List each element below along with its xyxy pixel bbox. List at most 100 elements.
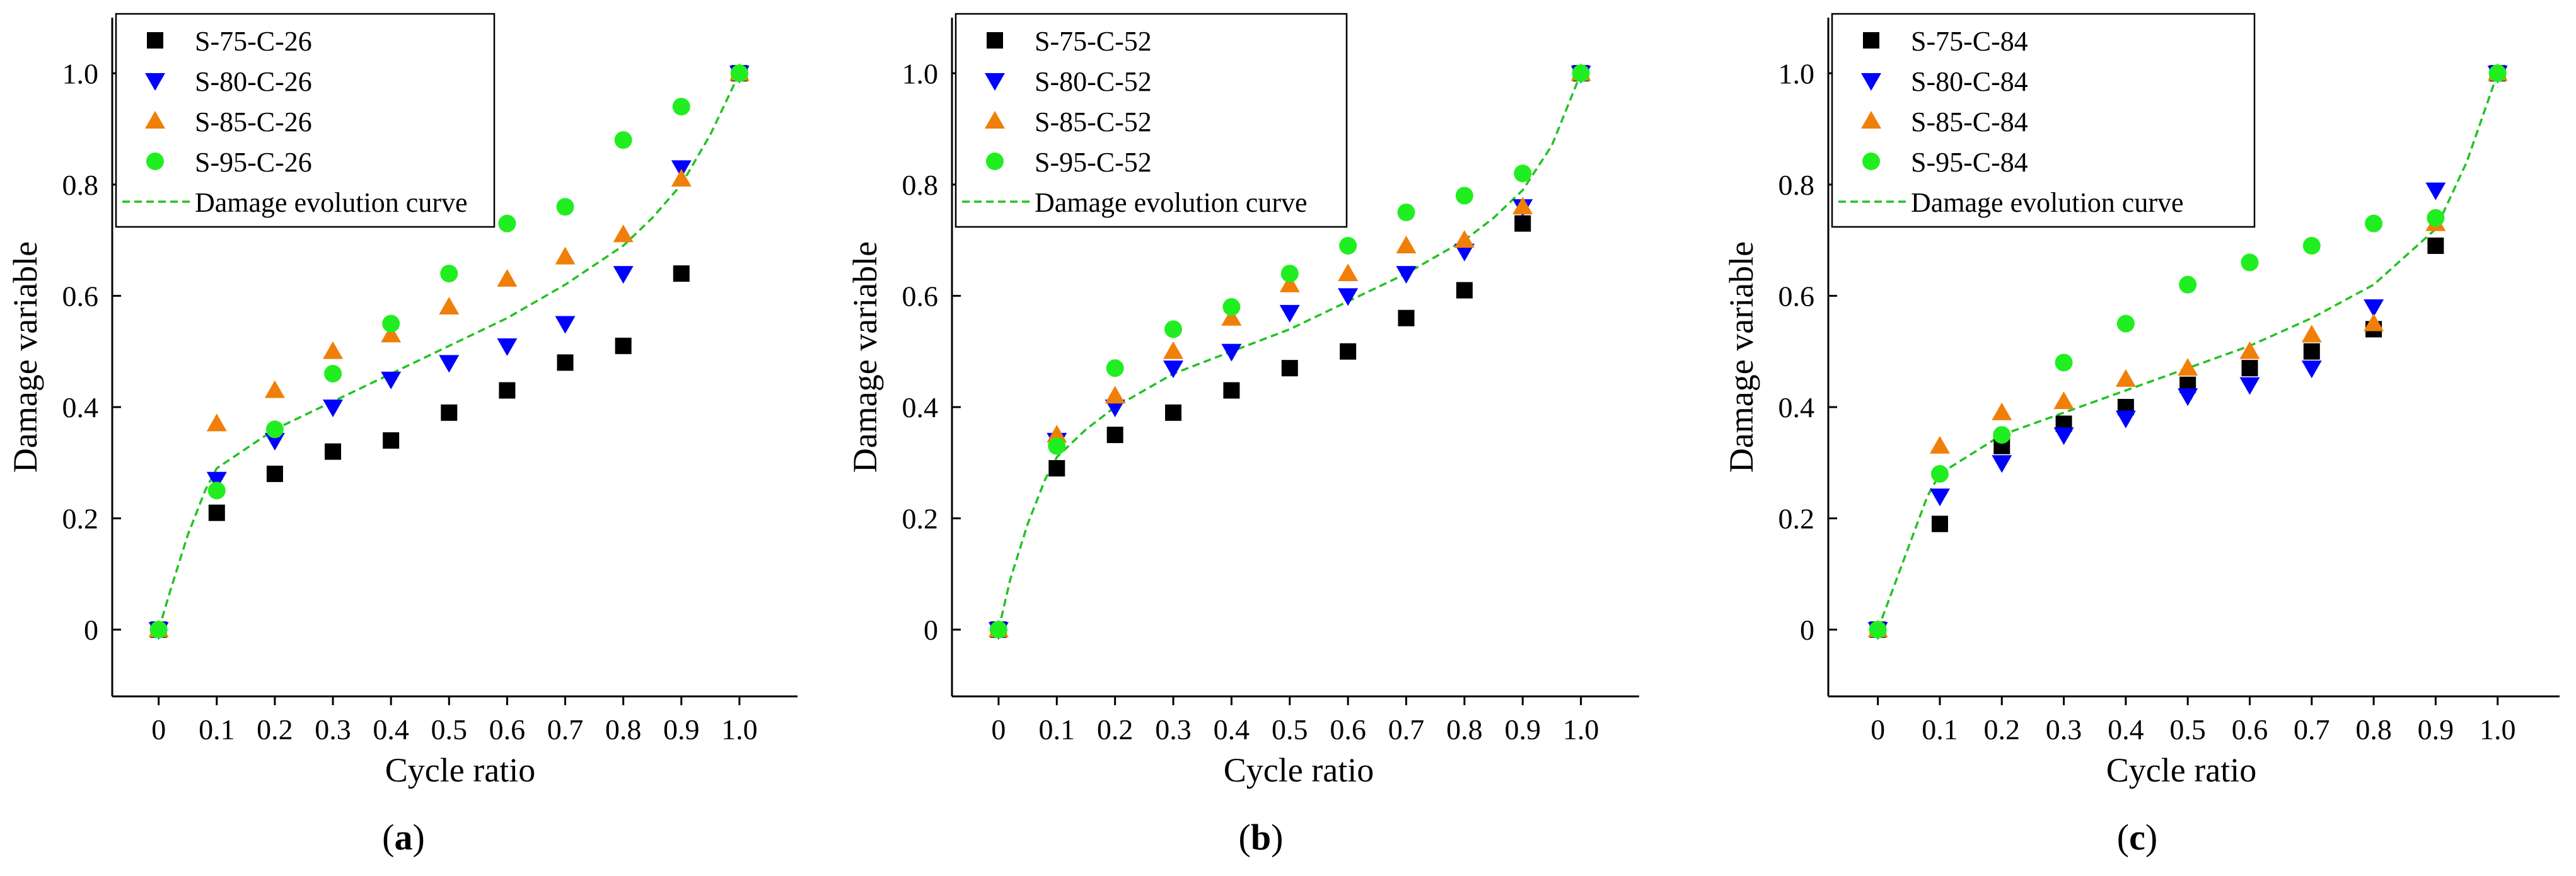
data-point [439, 297, 460, 315]
data-point [1338, 288, 1359, 306]
data-point [672, 98, 690, 116]
data-point [613, 266, 634, 284]
data-point [1163, 360, 1184, 379]
y-tick-label: 0.6 [902, 280, 939, 312]
x-axis-title: Cycle ratio [1224, 751, 1374, 789]
x-tick-label: 1.0 [2480, 713, 2516, 746]
y-tick-label: 0.8 [902, 169, 939, 201]
data-point [2179, 275, 2197, 294]
panel-letter: c [2129, 817, 2145, 858]
data-point [497, 268, 518, 287]
legend-label: S-95-C-84 [1911, 147, 2028, 178]
data-point [2365, 214, 2383, 233]
data-point [2241, 253, 2259, 272]
data-point [2488, 64, 2507, 83]
data-point [324, 364, 342, 383]
data-point [1165, 404, 1182, 421]
y-tick-label: 0 [84, 614, 98, 646]
data-point [206, 471, 227, 490]
data-point [264, 380, 285, 398]
data-point [382, 314, 400, 333]
y-axis-title: Damage variable [846, 241, 884, 473]
data-point [1993, 426, 2011, 444]
data-point [2178, 358, 2198, 376]
data-point [1454, 243, 1475, 262]
x-tick-label: 0.3 [315, 713, 351, 746]
data-point [499, 382, 516, 399]
data-point [1454, 230, 1475, 248]
x-tick-label: 0.2 [1097, 713, 1134, 746]
x-tick-label: 0.1 [1922, 713, 1958, 746]
x-tick-label: 0 [1871, 713, 1885, 746]
series-S-95-C-26 [149, 64, 748, 639]
data-point [1105, 386, 1125, 404]
data-point [208, 504, 225, 521]
data-point [1223, 382, 1240, 399]
data-point [1398, 309, 1415, 326]
data-point [149, 621, 168, 639]
x-tick-label: 0.7 [547, 713, 584, 746]
legend-box [115, 13, 496, 228]
data-point [1048, 460, 1065, 477]
legend-box [1831, 13, 2256, 228]
data-point [323, 341, 344, 359]
legend-label: S-85-C-52 [1035, 107, 1152, 137]
legend-label: S-80-C-84 [1911, 66, 2028, 97]
data-point [383, 432, 400, 449]
x-tick-label: 0.7 [2294, 713, 2330, 746]
legend-label: Damage evolution curve [195, 187, 468, 218]
data-point [1572, 64, 1590, 83]
series-S-95-C-52 [989, 64, 1590, 639]
y-axis-title: Damage variable [6, 241, 44, 473]
legend-marker [985, 73, 1005, 91]
data-point [2241, 360, 2258, 377]
x-tick-label: 0.1 [1039, 713, 1076, 746]
y-tick-label: 1.0 [62, 57, 99, 89]
y-tick-label: 0.4 [62, 391, 99, 424]
data-point [1047, 425, 1067, 443]
damage-evolution-curve [158, 72, 741, 630]
data-point [1929, 488, 1950, 507]
x-tick-label: 0.2 [1984, 713, 2021, 746]
y-tick-label: 0 [1800, 614, 1814, 646]
data-point [1512, 197, 1533, 215]
y-tick-label: 0.4 [1778, 391, 1815, 424]
panel-a: 0 0.2 0.4 0.6 0.8 1.0 0 0.1 0.2 0.3 0.4 0.5 0.6 0.7 0.… [6, 13, 798, 858]
data-point [2301, 360, 2322, 379]
data-point [555, 316, 576, 334]
x-tick-label: 0.9 [2418, 713, 2454, 746]
data-point [1396, 266, 1417, 284]
data-point [1048, 437, 1066, 455]
panel-letter: b [1251, 817, 1271, 858]
x-axis-title: Cycle ratio [2106, 751, 2256, 789]
legend-marker [145, 111, 165, 129]
data-point [2115, 410, 2136, 429]
data-point [498, 214, 516, 233]
data-point [1222, 298, 1241, 316]
data-point [1869, 621, 1887, 639]
data-point [673, 265, 690, 282]
x-tick-label: 0.6 [1330, 713, 1366, 746]
panel-letter: a [395, 817, 413, 858]
x-tick-label: 0.4 [373, 713, 409, 746]
data-point [2116, 314, 2135, 333]
data-point [1106, 427, 1123, 444]
x-tick-label: 0.8 [2355, 713, 2392, 746]
legend-marker [146, 153, 164, 170]
data-point [1338, 263, 1359, 282]
data-point [2303, 343, 2320, 360]
x-tick-label: 0.6 [2232, 713, 2268, 746]
data-point [2053, 391, 2074, 410]
data-point [265, 420, 284, 439]
data-point [207, 481, 226, 500]
data-point [497, 338, 518, 356]
legend-label: S-85-C-84 [1911, 107, 2028, 137]
legend-marker [986, 153, 1004, 170]
data-point [2427, 209, 2445, 227]
data-point [1279, 304, 1300, 323]
x-tick-label: 0.5 [1272, 713, 1308, 746]
x-axis-title: Cycle ratio [385, 751, 535, 789]
legend-label: S-75-C-52 [1035, 26, 1152, 57]
legend-marker [145, 73, 165, 91]
